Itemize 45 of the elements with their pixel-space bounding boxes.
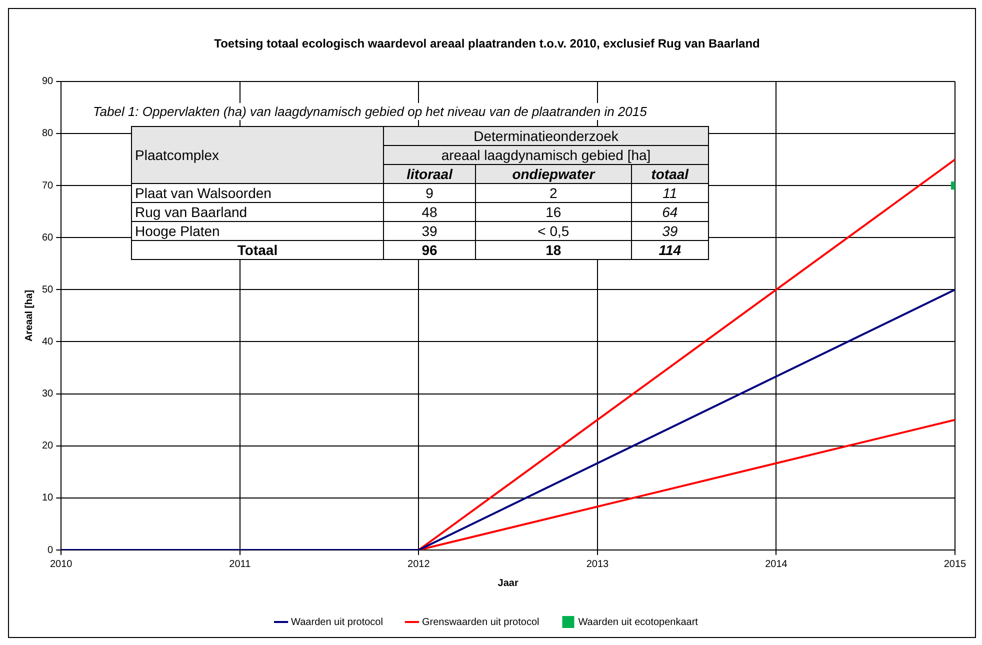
legend-label: Waarden uit ecotopenkaart [578,616,698,628]
x-tick-label: 2014 [765,558,788,570]
x-tick-label: 2012 [408,558,430,570]
chart-title: Toetsing totaal ecologisch waardevol areaal plaatranden t.o.v. 2010, exclusief Rug van Baarland [214,36,760,51]
annotation: 9 [384,184,476,202]
x-tick-label: 2015 [944,558,967,570]
annotation: 11 [631,184,708,202]
annotation: areaal laagdynamisch gebied [ha] [384,146,708,164]
annotation: 18 [476,240,632,260]
x-axis-title: Jaar [498,578,518,589]
y-axis-title: Areaal [ha] [24,290,35,342]
annotation: Tabel 1: Oppervlakten (ha) van laagdynamisch gebied op het niveau van de plaatranden in 2015 [89,103,709,120]
y-tick-label: 0 [48,544,54,556]
x-tick-label: 2011 [229,558,252,570]
y-tick-label: 30 [42,388,54,400]
annotation: 48 [384,202,476,222]
legend-label: Waarden uit protocol [291,616,383,628]
y-tick-label: 20 [42,440,54,452]
y-tick-label: 70 [42,180,54,192]
annotation: 2 [476,184,632,202]
y-tick-label: 10 [42,492,54,504]
annotation: Rug van Baarland [132,202,384,222]
annotation: 64 [631,202,708,222]
annotation: Plaatcomplex [132,126,384,184]
annotation: totaal [631,164,708,184]
annotation: 39 [384,222,476,240]
legend-label: Grenswaarden uit protocol [422,616,540,628]
annotation: Hooge Platen [132,222,384,240]
y-tick-label: 80 [42,128,54,140]
annotation: litoraal [384,164,476,184]
annotation: 114 [631,240,708,260]
annotation: < 0,5 [476,222,632,240]
annotation: ondiepwater [476,164,632,184]
annotation: Determinatieonderzoek [384,126,708,146]
x-tick-label: 2010 [50,558,73,570]
y-tick-label: 40 [42,336,54,348]
y-tick-label: 90 [42,76,54,88]
annotation: Totaal [132,240,384,260]
annotation: 39 [631,222,708,240]
annotation: 16 [476,202,632,222]
x-tick-label: 2013 [586,558,610,570]
annotation: Plaat van Walsoorden [132,184,384,202]
y-tick-label: 60 [42,232,54,244]
annotation: 96 [384,240,476,260]
y-tick-label: 50 [42,284,54,296]
